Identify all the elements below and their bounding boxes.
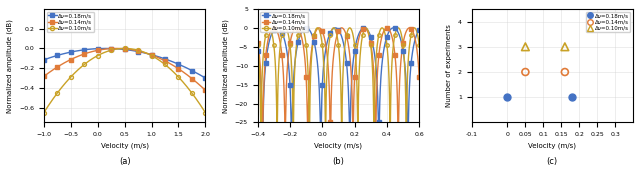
Y-axis label: Normalized amplitude (dB): Normalized amplitude (dB) — [223, 19, 229, 113]
Y-axis label: Number of experiments: Number of experiments — [446, 24, 452, 107]
Point — [520, 45, 531, 48]
Legend: Δν=0.18m/s, Δν=0.14m/s, Δν=0.10m/s: Δν=0.18m/s, Δν=0.14m/s, Δν=0.10m/s — [47, 12, 94, 32]
Text: (c): (c) — [547, 157, 558, 166]
X-axis label: Velocity (m/s): Velocity (m/s) — [314, 143, 362, 149]
Text: (a): (a) — [119, 157, 131, 166]
X-axis label: Velocity (m/s): Velocity (m/s) — [528, 143, 576, 149]
Point — [560, 71, 570, 73]
Y-axis label: Normalized amplitude (dB): Normalized amplitude (dB) — [7, 19, 13, 113]
Point — [502, 96, 513, 99]
X-axis label: Velocity (m/s): Velocity (m/s) — [100, 143, 148, 149]
Point — [560, 45, 570, 48]
Legend: Δν=0.18m/s, Δν=0.14m/s, Δν=0.10m/s: Δν=0.18m/s, Δν=0.14m/s, Δν=0.10m/s — [260, 12, 308, 32]
Point — [520, 71, 531, 73]
Point — [567, 96, 577, 99]
Legend: Δν=0.18m/s, Δν=0.14m/s, Δν=0.10m/s: Δν=0.18m/s, Δν=0.14m/s, Δν=0.10m/s — [586, 12, 630, 32]
Text: (b): (b) — [333, 157, 344, 166]
